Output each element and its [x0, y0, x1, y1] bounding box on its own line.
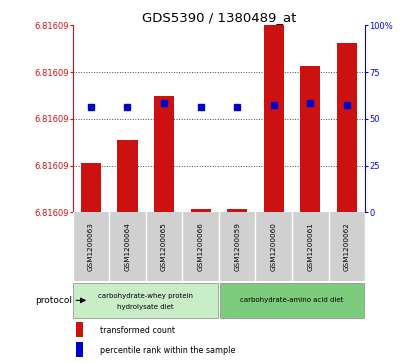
Bar: [81, 163, 101, 212]
Bar: [76, 322, 83, 338]
Text: carbohydrate-whey protein: carbohydrate-whey protein: [98, 293, 193, 299]
Text: GSM1200066: GSM1200066: [198, 223, 204, 271]
Bar: [300, 66, 320, 212]
Bar: [117, 140, 137, 212]
Text: transformed count: transformed count: [100, 326, 176, 335]
Text: GSM1200059: GSM1200059: [234, 223, 240, 271]
Bar: [227, 209, 247, 212]
Text: percentile rank within the sample: percentile rank within the sample: [100, 346, 236, 355]
Bar: [337, 43, 357, 212]
Bar: [76, 342, 83, 357]
Text: protocol: protocol: [35, 296, 72, 305]
Text: carbohydrate-amino acid diet: carbohydrate-amino acid diet: [240, 297, 344, 303]
Bar: [73, 283, 218, 318]
Text: GSM1200065: GSM1200065: [161, 223, 167, 271]
Text: GSM1200063: GSM1200063: [88, 223, 94, 271]
Text: GSM1200064: GSM1200064: [124, 223, 130, 271]
Bar: [264, 25, 284, 212]
Text: hydrolysate diet: hydrolysate diet: [117, 304, 174, 310]
Text: GSM1200062: GSM1200062: [344, 223, 350, 271]
Bar: [220, 283, 364, 318]
Text: GSM1200060: GSM1200060: [271, 223, 277, 271]
Text: GSM1200061: GSM1200061: [308, 223, 313, 271]
Title: GDS5390 / 1380489_at: GDS5390 / 1380489_at: [142, 11, 296, 24]
Bar: [190, 209, 211, 212]
Bar: [154, 95, 174, 212]
